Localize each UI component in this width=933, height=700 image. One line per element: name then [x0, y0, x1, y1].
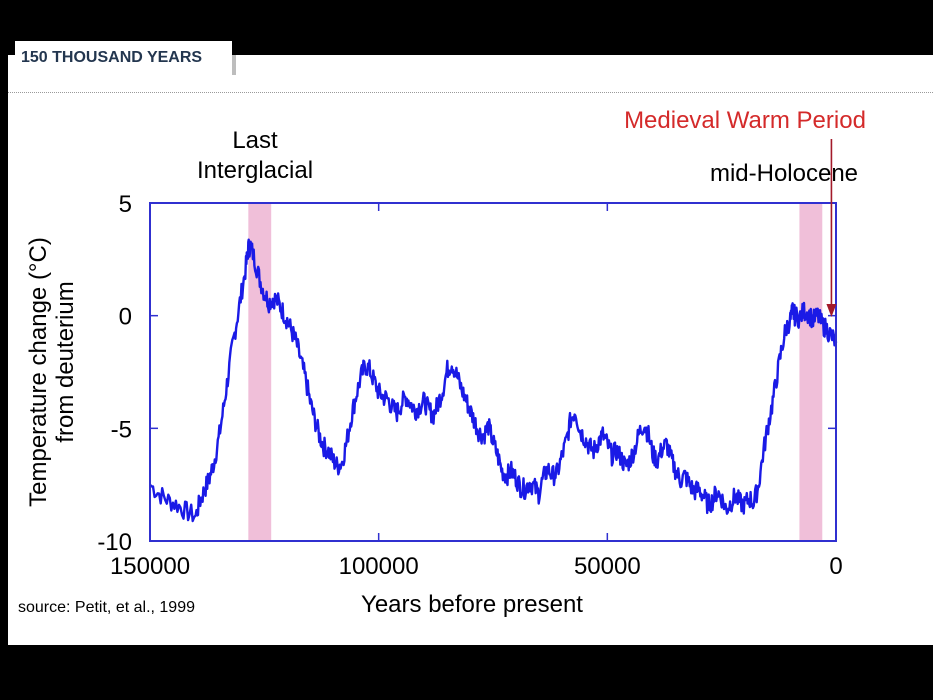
y-axis-label-line2: from deuterium — [52, 281, 79, 442]
x-tick-label: 100000 — [339, 553, 419, 580]
annotation-last: Last — [232, 127, 278, 154]
annotation-interglacial: Interglacial — [197, 157, 313, 184]
annotation-medieval-warm-period: Medieval Warm Period — [624, 107, 866, 134]
temperature-series-line — [149, 238, 838, 523]
y-tick-label: -10 — [97, 529, 132, 556]
x-tick-label: 50000 — [574, 553, 641, 580]
y-axis-label-line1: Temperature change (°C) — [25, 237, 52, 507]
y-tick-label: -5 — [111, 416, 132, 443]
plot-frame — [149, 202, 837, 542]
title-tab-shadow — [232, 55, 236, 75]
content-panel — [8, 55, 933, 645]
highlight-band-0 — [248, 203, 272, 541]
y-tick-label: 0 — [119, 304, 132, 331]
axis-ticks: 150000 100000 50000 0 5 0 -5 -10 — [97, 191, 842, 580]
x-tick-label: 150000 — [110, 553, 190, 580]
medieval-arrowhead — [826, 304, 837, 317]
header-divider — [8, 92, 933, 93]
x-axis-label: Years before present — [361, 591, 583, 618]
highlight-bands — [248, 203, 823, 541]
annotation-mid-holocene: mid-Holocene — [710, 160, 858, 187]
highlight-band-1 — [799, 203, 823, 541]
source-note: source: Petit, et al., 1999 — [18, 599, 195, 616]
slide-title: 150 THOUSAND YEARS — [15, 41, 232, 75]
x-tick-label: 0 — [829, 553, 842, 580]
y-tick-label: 5 — [119, 191, 132, 218]
